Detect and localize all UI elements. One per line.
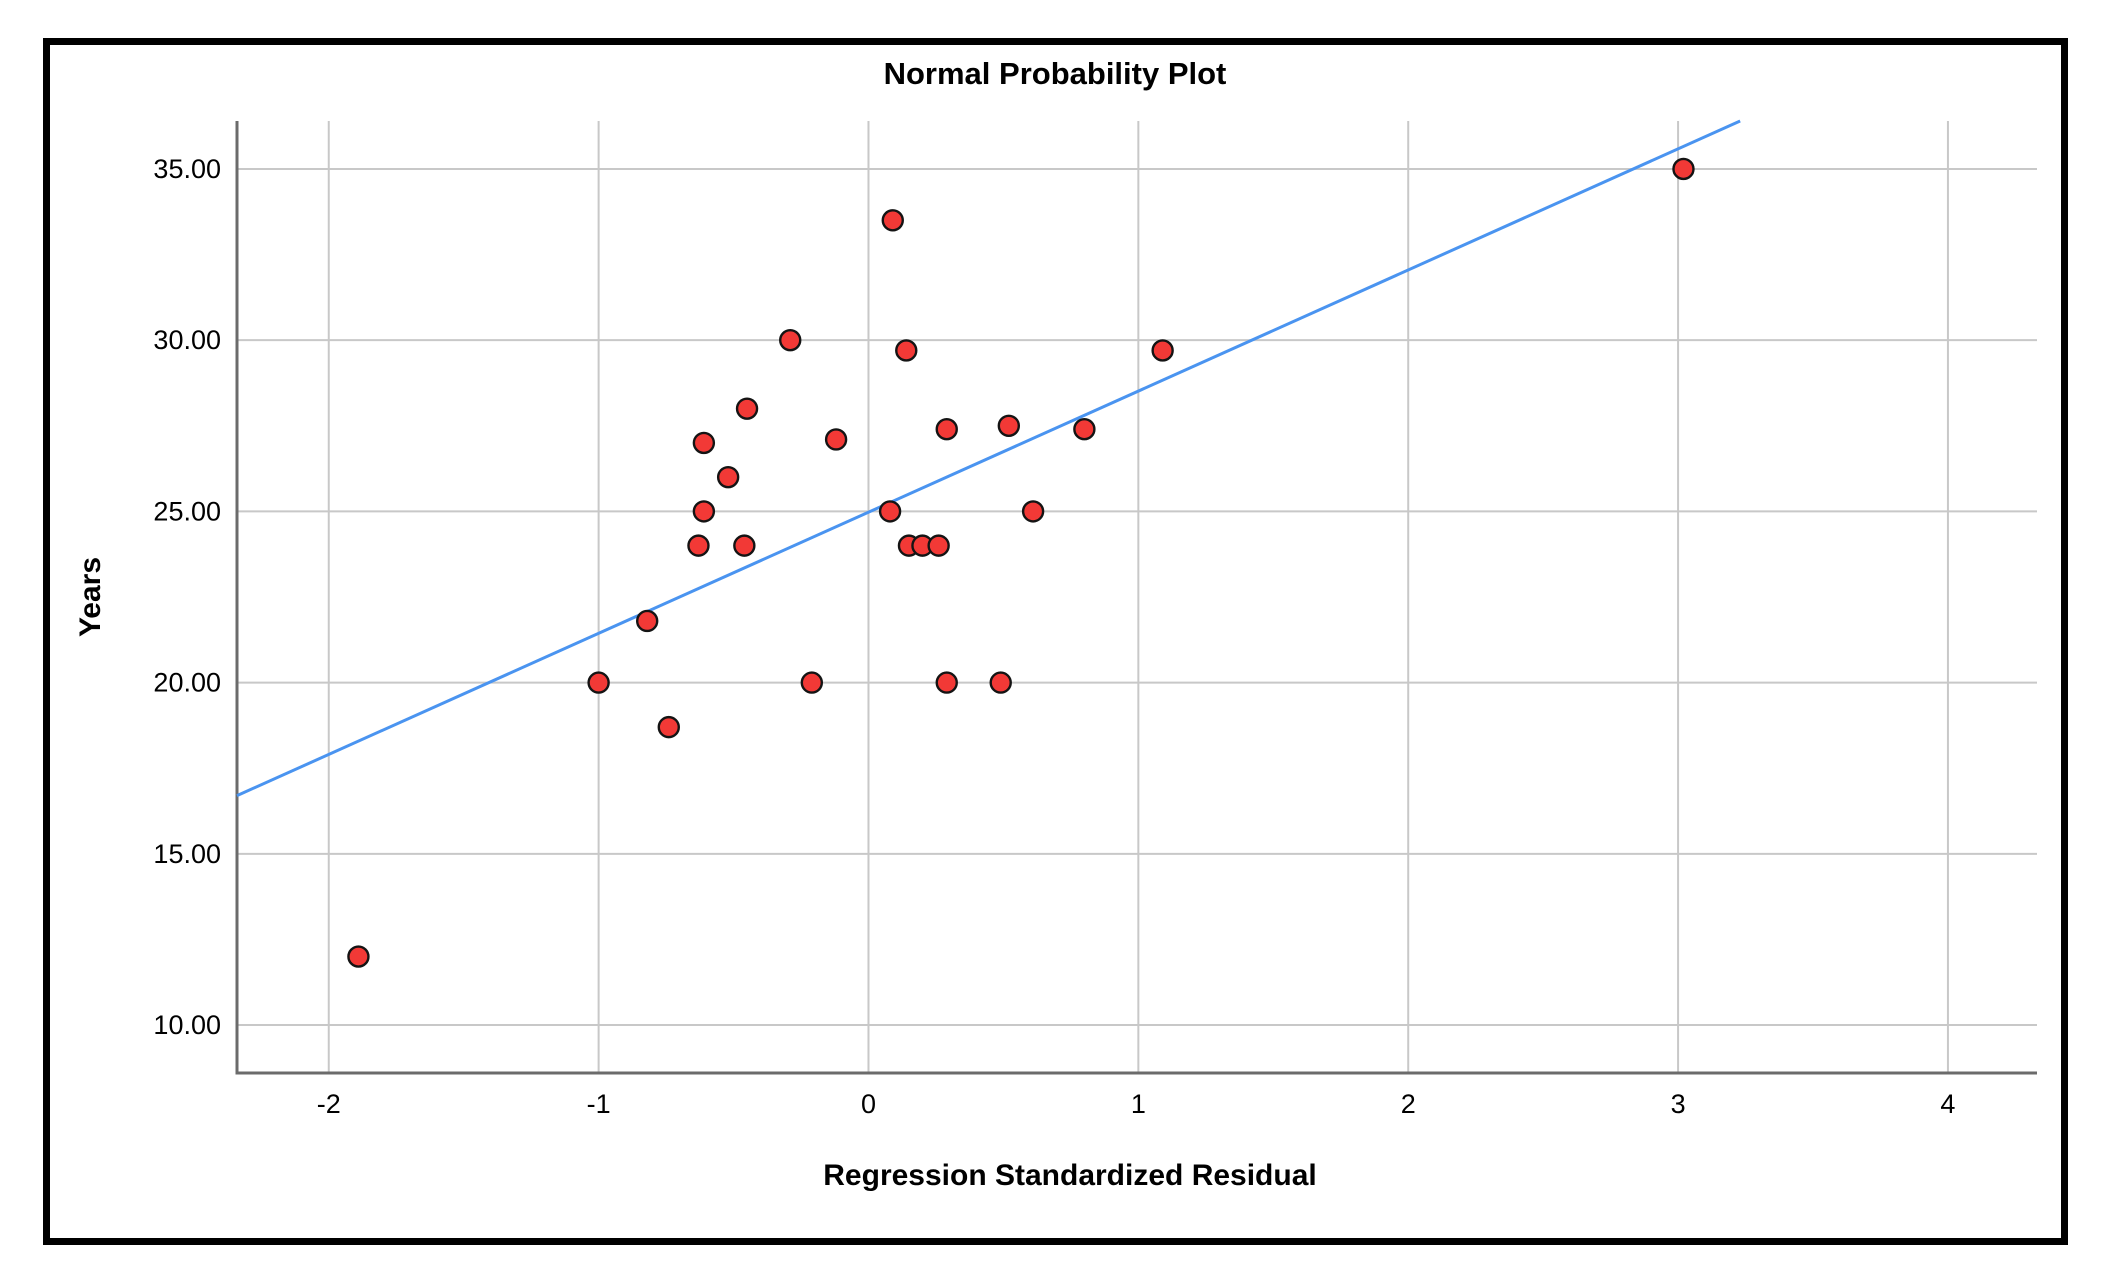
data-point	[716, 465, 740, 489]
gridlines	[237, 121, 2037, 1073]
y-tick-label: 35.00	[153, 154, 221, 184]
y-axis-title: Years	[74, 557, 107, 637]
y-tick-label: 30.00	[153, 325, 221, 355]
x-tick-label: -1	[587, 1089, 611, 1119]
data-point	[878, 500, 902, 523]
x-tick-label: 4	[1940, 1089, 1955, 1119]
data-point	[1672, 157, 1695, 181]
data-point	[687, 534, 710, 557]
data-point	[587, 671, 610, 694]
data-point	[1151, 339, 1174, 362]
data-point	[997, 414, 1021, 437]
chart-title: Normal Probability Plot	[884, 56, 1227, 91]
data-point	[779, 328, 802, 352]
data-point	[735, 397, 759, 420]
data-point	[1021, 500, 1045, 523]
x-tick-label: 1	[1131, 1089, 1146, 1119]
x-tick-label: 0	[861, 1089, 876, 1119]
x-tick-label: 2	[1401, 1089, 1416, 1119]
data-point	[935, 418, 958, 441]
y-tick-label: 15.00	[153, 839, 221, 869]
data-point	[692, 431, 716, 455]
data-point	[635, 609, 659, 633]
data-point	[692, 500, 716, 523]
y-tick-label: 10.00	[153, 1010, 221, 1040]
data-points	[347, 157, 1695, 968]
data-point	[1073, 418, 1096, 441]
data-point	[895, 339, 918, 362]
x-axis-title: Regression Standardized Residual	[823, 1159, 1316, 1192]
data-point	[657, 715, 680, 739]
y-tick-label: 25.00	[153, 496, 221, 526]
x-tick-label: -2	[317, 1089, 341, 1119]
data-point	[881, 209, 904, 232]
data-point	[935, 671, 958, 694]
data-point	[347, 945, 370, 968]
trendline	[236, 119, 1741, 797]
data-point	[824, 428, 848, 451]
tick-labels: 10.00 15.00 20.00 25.00 30.00 35.00 -2 -1 0 1 2 3 4	[153, 154, 1955, 1119]
fit-line	[236, 119, 1741, 797]
data-point	[989, 671, 1012, 694]
data-point	[927, 534, 950, 557]
axis-lines	[235, 121, 2037, 1075]
data-point	[800, 671, 824, 694]
y-tick-label: 20.00	[153, 668, 221, 698]
x-tick-label: 3	[1671, 1089, 1686, 1119]
data-point	[733, 534, 756, 557]
